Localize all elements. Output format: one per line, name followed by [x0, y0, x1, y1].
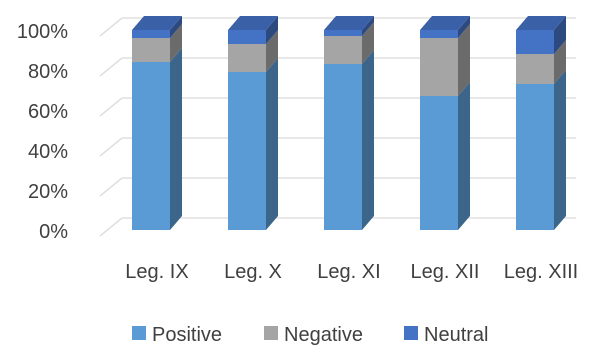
bar-side — [170, 48, 182, 230]
bar-front — [228, 30, 266, 44]
y-tick-label: 0% — [39, 221, 68, 243]
legend-item: Negative — [264, 324, 363, 346]
gridline-diagonal — [99, 137, 123, 157]
bar-segment — [516, 16, 566, 54]
bar-segment — [132, 48, 182, 230]
x-axis-categories: Leg. IX Leg. X Leg. XI Leg. XII Leg. XIII — [125, 261, 578, 283]
bar-front — [324, 30, 362, 36]
bar-side — [362, 16, 374, 36]
bar-top — [324, 16, 374, 30]
y-tick-label: 40% — [28, 141, 68, 163]
bar-front — [324, 36, 362, 64]
gridline-diagonal — [99, 177, 123, 197]
bar-front — [228, 72, 266, 230]
bar-side — [362, 50, 374, 230]
gridline-diagonal — [99, 17, 123, 37]
bar-segment — [420, 16, 470, 38]
bar-segment — [516, 40, 566, 84]
bar-top — [420, 16, 470, 30]
bar-front — [132, 30, 170, 38]
y-tick-label: 80% — [28, 61, 68, 83]
bar-segment — [132, 24, 182, 62]
bar-side — [458, 16, 470, 38]
legend-label: Negative — [284, 324, 363, 346]
bar-front — [132, 38, 170, 62]
y-tick-label: 60% — [28, 101, 68, 123]
bar-side — [170, 16, 182, 38]
bar-front — [516, 84, 554, 230]
legend: Positive Negative Neutral — [132, 324, 488, 346]
legend-label: Neutral — [424, 324, 488, 346]
bar-front — [420, 96, 458, 230]
bar-segment — [324, 16, 374, 36]
bar-front — [132, 62, 170, 230]
bar-segment — [228, 30, 278, 72]
bar-segment — [132, 16, 182, 38]
legend-item: Positive — [132, 324, 222, 346]
x-category-label: Leg. XII — [411, 261, 480, 283]
bars — [132, 16, 566, 230]
bar-segment — [420, 82, 470, 230]
legend-swatch — [132, 326, 146, 340]
gridline-diagonal — [99, 57, 123, 77]
legend-label: Positive — [152, 324, 222, 346]
legend-item: Neutral — [404, 324, 488, 346]
bar-front — [420, 38, 458, 96]
bar-segment — [228, 58, 278, 230]
gridline-diagonal — [99, 97, 123, 117]
legend-swatch — [404, 326, 418, 340]
bar-front — [516, 54, 554, 84]
bar-front — [324, 64, 362, 230]
bar-side — [458, 24, 470, 96]
bar-side — [554, 70, 566, 230]
gridline-diagonal — [99, 217, 123, 237]
bar-front — [516, 30, 554, 54]
bar-segment — [324, 22, 374, 64]
bar-side — [266, 16, 278, 44]
bar-top — [516, 16, 566, 30]
bar-segment — [228, 16, 278, 44]
bar-top — [132, 16, 182, 30]
bar-side — [170, 24, 182, 62]
bar-front — [420, 30, 458, 38]
bar-segment — [516, 70, 566, 230]
bar-top — [228, 16, 278, 30]
bar-side — [554, 16, 566, 54]
y-tick-label: 20% — [28, 181, 68, 203]
bar-side — [458, 82, 470, 230]
x-category-label: Leg. X — [224, 261, 282, 283]
bar-side — [554, 40, 566, 84]
legend-swatch — [264, 326, 278, 340]
bar-side — [266, 58, 278, 230]
x-category-label: Leg. XIII — [504, 261, 579, 283]
y-axis-ticks: 0% 20% 40% 60% 80% 100% — [17, 21, 68, 243]
bar-segment — [420, 24, 470, 96]
bar-segment — [324, 50, 374, 230]
y-tick-label: 100% — [17, 21, 68, 43]
x-category-label: Leg. IX — [125, 261, 188, 283]
bar-front — [228, 44, 266, 72]
x-category-label: Leg. XI — [317, 261, 380, 283]
